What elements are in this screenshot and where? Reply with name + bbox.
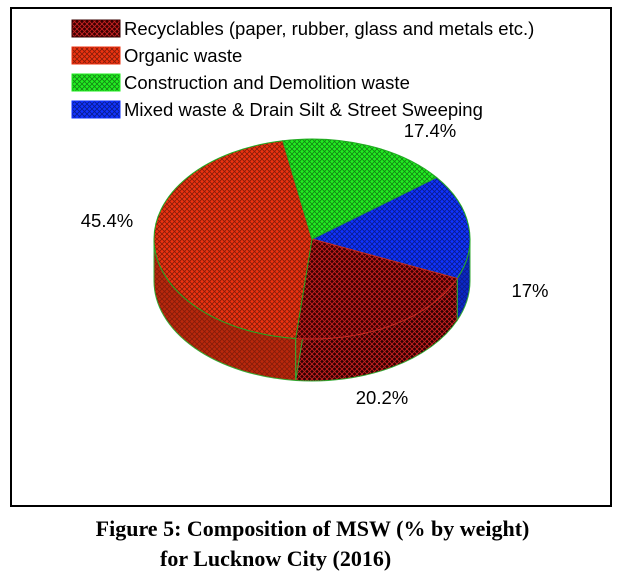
pie-slice-mixed-waste-drain-silt-street-sweeping [310, 176, 471, 279]
legend-swatch-mixed-waste-drain-silt-street-sweeping [71, 100, 121, 119]
legend-swatch-organic-waste [71, 46, 121, 65]
chart-frame: Recyclables (paper, rubber, glass and me… [10, 7, 612, 507]
legend: Recyclables (paper, rubber, glass and me… [71, 18, 534, 120]
pie [153, 138, 471, 382]
pie-slice-organic-waste [153, 140, 313, 339]
pie-slice-recyclables-paper-rubber-glass-and-metal [295, 238, 459, 340]
figure-caption-line-1: Figure 5: Composition of MSW (% by weigh… [95, 516, 530, 541]
pie-chart: Recyclables (paper, rubber, glass and me… [71, 18, 549, 408]
legend-swatch-construction-and-demolition-waste [71, 73, 121, 92]
legend-label-organic-waste: Organic waste [124, 45, 242, 66]
value-label-recyclables-paper-rubber-glass-and-metal: 20.2% [356, 387, 408, 408]
pie-slice-construction-and-demolition-waste [282, 138, 438, 240]
figure-caption-line-2: for Lucknow City (2016) [160, 546, 392, 571]
value-label-construction-and-demolition-waste: 17.4% [404, 120, 456, 141]
legend-label-recyclables-paper-rubber-glass-and-metal: Recyclables (paper, rubber, glass and me… [124, 18, 534, 39]
legend-swatch-recyclables-paper-rubber-glass-and-metal [71, 19, 121, 38]
value-label-organic-waste: 45.4% [81, 210, 133, 231]
legend-label-construction-and-demolition-waste: Construction and Demolition waste [124, 72, 410, 93]
legend-label-mixed-waste-drain-silt-street-sweeping: Mixed waste & Drain Silt & Street Sweepi… [124, 99, 483, 120]
value-label-mixed-waste-drain-silt-street-sweeping: 17% [511, 280, 548, 301]
value-labels: 20.2% 45.4% 17.4% 17% [81, 120, 549, 408]
